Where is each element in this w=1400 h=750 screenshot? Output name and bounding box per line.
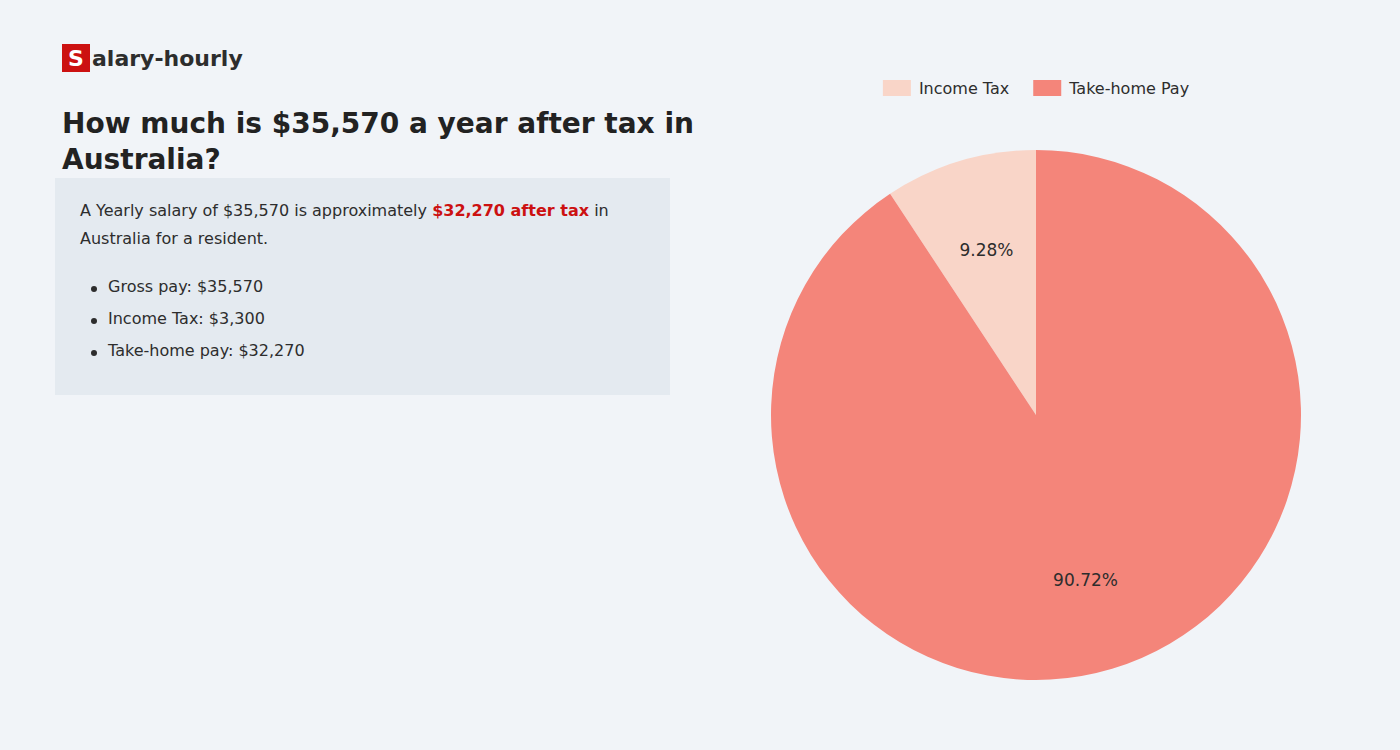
background: [0, 0, 1400, 750]
logo-letter: S: [68, 46, 84, 71]
title: How much is $35,570 a year after tax in: [62, 107, 694, 140]
legend-item: Take-home Pay: [1033, 79, 1189, 98]
legend-label: Income Tax: [919, 79, 1009, 98]
bullet: [91, 318, 97, 324]
legend-swatch: [1033, 80, 1061, 96]
bullet-text: Gross pay: $35,570: [108, 277, 263, 296]
text-panel: Salary-hourly How much is $35,570 a year …: [55, 44, 694, 395]
title: Australia?: [62, 143, 221, 176]
slice: [771, 150, 1301, 680]
logo-text: alary-hourly: [92, 46, 243, 71]
bullet-text: Take-home pay: $32,270: [107, 341, 305, 360]
summary-highlight: $32,270 after tax: [432, 201, 590, 220]
bullet-text: Income Tax: $3,300: [108, 309, 265, 328]
bullet: [91, 286, 97, 292]
data-label: 90.72%: [1053, 570, 1118, 590]
pie: 9.28% 90.72%: [771, 150, 1301, 680]
info-box: [55, 178, 670, 395]
legend-label: Take-home Pay: [1068, 79, 1189, 98]
data-label: 9.28%: [959, 240, 1013, 260]
summary: A Yearly salary of $35,570 is approximat…: [80, 201, 609, 220]
legend-item: Income Tax: [883, 79, 1009, 98]
logo-box: [62, 44, 90, 72]
bullet: [91, 350, 97, 356]
summary-line: Australia for a resident.: [80, 229, 268, 248]
summary-text: in: [589, 201, 609, 220]
page: Salary-hourly How much is $35,570 a year …: [0, 0, 1400, 750]
legend: Income Tax Take-home Pay: [883, 79, 1189, 98]
legend-swatch: [883, 80, 911, 96]
summary-text: A Yearly salary of $35,570 is approximat…: [80, 201, 432, 220]
